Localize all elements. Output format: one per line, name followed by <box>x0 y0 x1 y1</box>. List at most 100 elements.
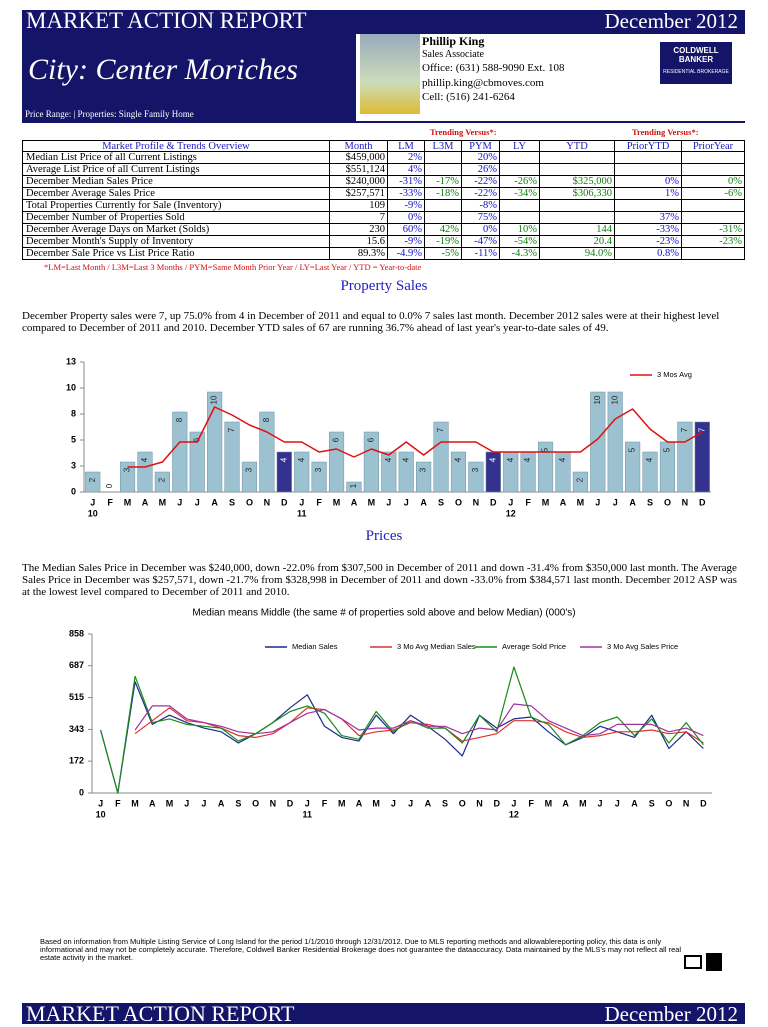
empty-cell <box>425 152 462 164</box>
bar <box>85 471 101 493</box>
table-cell: 89.3% <box>330 248 388 260</box>
bar <box>381 451 397 493</box>
table-cell: -26% <box>500 176 540 188</box>
x-tick-label: S <box>442 798 448 808</box>
x-tick-label: D <box>287 798 294 808</box>
year-label: 11 <box>303 809 313 819</box>
empty-cell <box>540 200 615 212</box>
year-label: 10 <box>88 508 98 518</box>
footer-band <box>22 1003 745 1024</box>
bar-label: 4 <box>384 457 393 462</box>
year-label: 12 <box>509 809 519 819</box>
series-line <box>100 666 704 794</box>
x-tick-label: M <box>338 798 346 808</box>
series-line <box>134 703 704 737</box>
table-cell: -9% <box>388 236 425 248</box>
x-tick-label: M <box>577 497 585 507</box>
table-cell: -17% <box>425 176 462 188</box>
table-cell: 0.8% <box>615 248 682 260</box>
agent-office: Office: (631) 588-9090 Ext. 108 <box>422 62 565 74</box>
x-tick-label: N <box>264 497 271 507</box>
legend-label: Average Sold Price <box>502 642 566 651</box>
bar-label: 4 <box>523 457 532 462</box>
x-tick-label: S <box>229 497 235 507</box>
x-tick-label: N <box>683 798 690 808</box>
table-cell: 0% <box>388 212 425 224</box>
x-tick-label: J <box>184 798 189 808</box>
table-cell: -4.9% <box>388 248 425 260</box>
y-tick-label: 0 <box>79 787 84 797</box>
x-tick-label: F <box>115 798 121 808</box>
x-tick-label: J <box>305 798 310 808</box>
bar <box>398 451 414 493</box>
rule <box>22 121 745 123</box>
table-cell: 75% <box>462 212 500 224</box>
x-tick-label: A <box>425 798 432 808</box>
column-header: PriorYear <box>682 140 745 152</box>
table-cell: -54% <box>500 236 540 248</box>
agent-cell: Cell: (516) 241-6264 <box>422 91 515 103</box>
table-cell: 144 <box>540 224 615 236</box>
chart-subtitle: Median means Middle (the same # of prope… <box>192 608 575 619</box>
footer-title: MARKET ACTION REPORT <box>26 1001 295 1026</box>
table-cell: Total Properties Currently for Sale (Inv… <box>22 200 330 212</box>
empty-cell <box>682 164 745 176</box>
bar-label: 3 <box>471 467 480 472</box>
year-label: 10 <box>96 809 106 819</box>
table-cell: -34% <box>500 188 540 200</box>
table-cell: -9% <box>388 200 425 212</box>
bar-label: 7 <box>436 427 445 432</box>
table-cell: -31% <box>682 224 745 236</box>
trending-label: Trending Versus*: <box>430 127 497 137</box>
bar <box>590 391 606 493</box>
series-line <box>134 707 704 744</box>
table-cell: $325,000 <box>540 176 615 188</box>
table-cell: Average List Price of all Current Listin… <box>22 164 330 176</box>
empty-cell <box>540 164 615 176</box>
table-cell: 60% <box>388 224 425 236</box>
table-cell: 0% <box>615 176 682 188</box>
x-tick-label: J <box>90 497 95 507</box>
bar <box>694 421 710 493</box>
table-cell: $240,000 <box>330 176 388 188</box>
table-cell: -31% <box>388 176 425 188</box>
x-tick-label: J <box>391 798 396 808</box>
series-line <box>100 681 704 794</box>
logo: COLDWELL BANKER RESIDENTIAL BROKERAGE <box>660 42 732 84</box>
table-cell: 15.6 <box>330 236 388 248</box>
bar-label: 7 <box>227 427 236 432</box>
x-tick-label: O <box>455 497 462 507</box>
x-tick-label: A <box>218 798 225 808</box>
bar-label: 10 <box>610 395 619 404</box>
x-tick-label: M <box>159 497 167 507</box>
table-cell: 2% <box>388 152 425 164</box>
x-tick-label: F <box>322 798 328 808</box>
x-tick-label: A <box>351 497 358 507</box>
bar-label: 4 <box>401 457 410 462</box>
empty-cell <box>425 164 462 176</box>
trending-label: Trending Versus*: <box>632 127 699 137</box>
bar <box>416 461 432 493</box>
legend-label: Median Sales <box>292 642 338 651</box>
empty-cell <box>425 212 462 224</box>
table-cell: 20.4 <box>540 236 615 248</box>
x-tick-label: D <box>490 497 497 507</box>
table-cell: -18% <box>425 188 462 200</box>
bar-label: 7 <box>697 427 706 432</box>
bar <box>450 451 467 493</box>
x-tick-label: M <box>579 798 587 808</box>
empty-cell <box>615 200 682 212</box>
x-tick-label: J <box>299 497 304 507</box>
table-cell: -33% <box>615 224 682 236</box>
table-cell: 109 <box>330 200 388 212</box>
x-tick-label: A <box>149 798 156 808</box>
table-cell: December Sale Price vs List Price Ratio <box>22 248 330 260</box>
logo-line: RESIDENTIAL BROKERAGE <box>663 69 729 75</box>
x-tick-label: A <box>631 798 638 808</box>
bar <box>311 461 327 493</box>
x-tick-label: F <box>316 497 322 507</box>
empty-cell <box>500 164 540 176</box>
table-cell: 0% <box>682 176 745 188</box>
series-line <box>127 406 703 468</box>
bar <box>572 471 588 493</box>
